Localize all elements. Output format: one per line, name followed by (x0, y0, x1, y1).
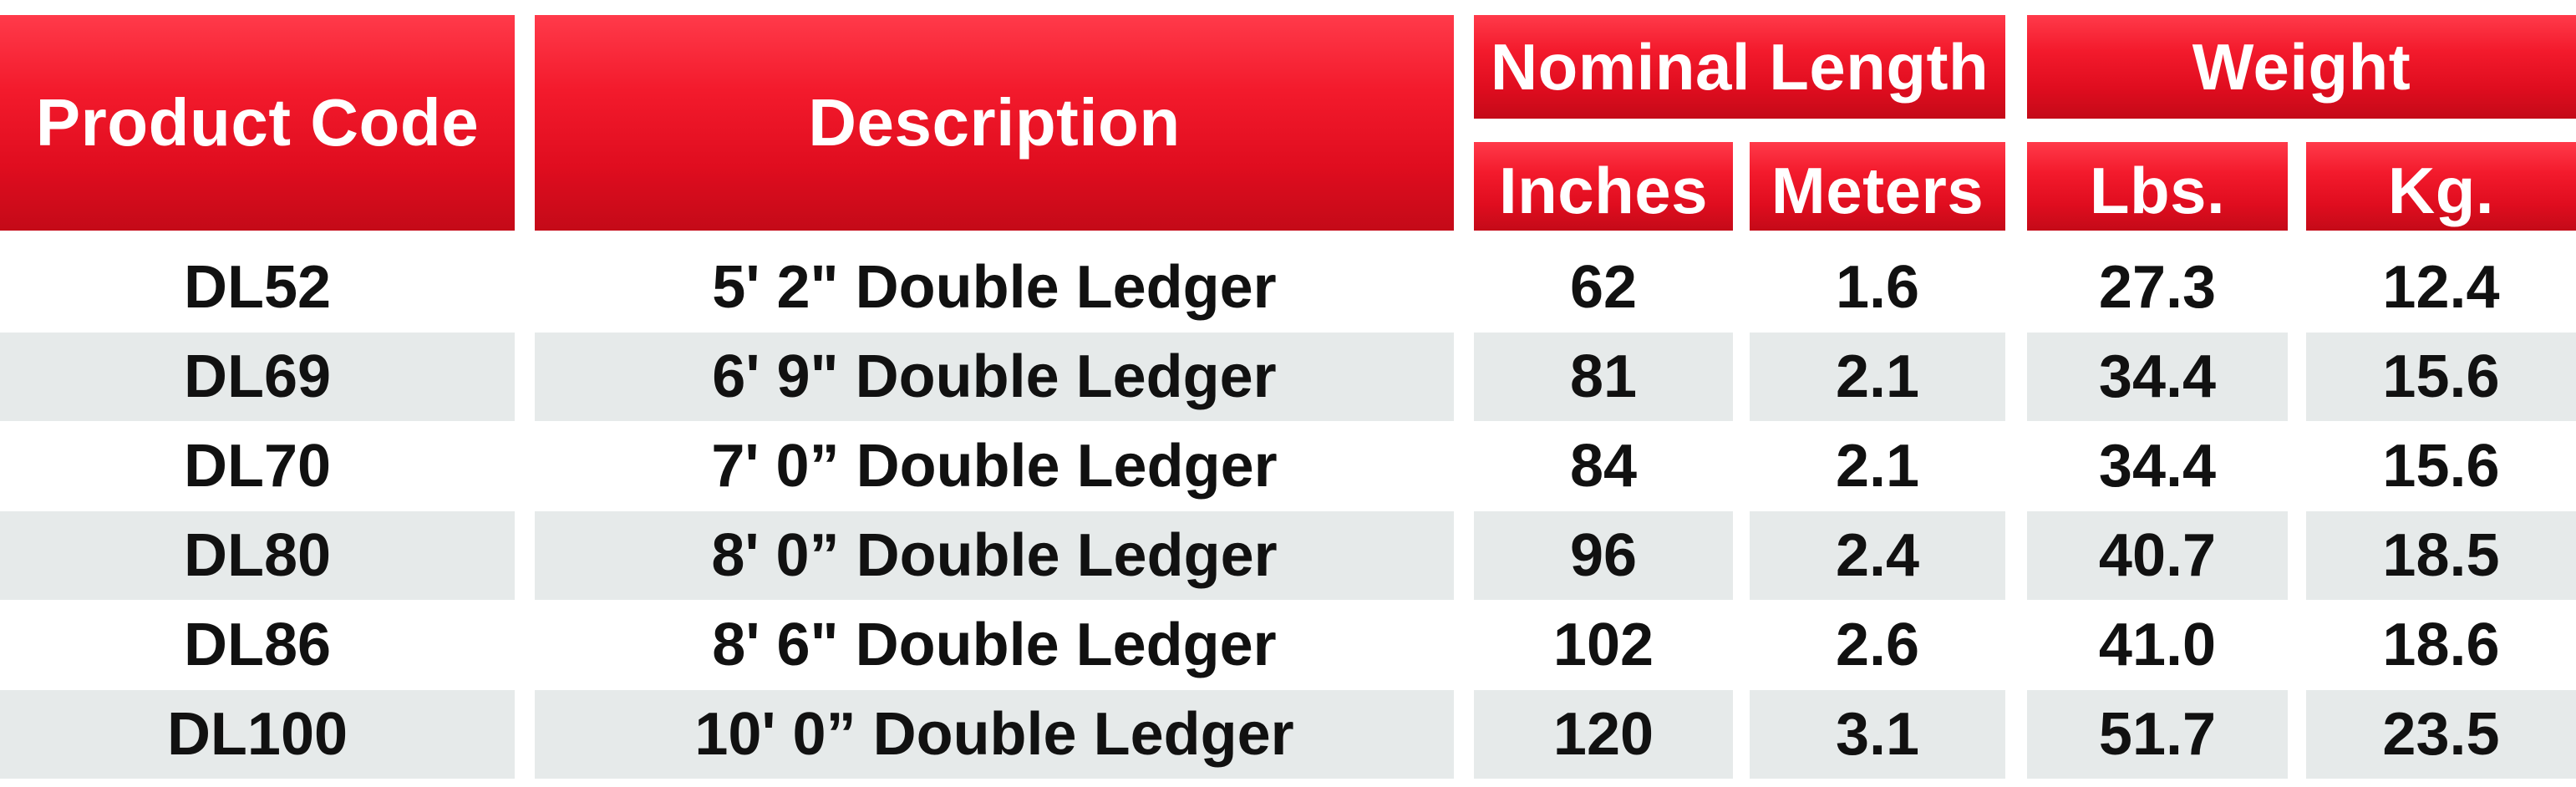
cell-inches: 102 (1552, 612, 1654, 678)
header-weight-label: Weight (2192, 29, 2411, 104)
cell-description: 10' 0” Double Ledger (535, 690, 1454, 779)
cell-description: 5' 2" Double Ledger (712, 254, 1277, 321)
cell-description: 6' 9" Double Ledger (535, 333, 1454, 421)
header-meters-label: Meters (1771, 153, 1984, 227)
header-lbs: Lbs. (2027, 142, 2288, 231)
header-product-code-label: Product Code (35, 85, 480, 160)
cell-kg: 15.6 (2382, 433, 2500, 500)
header-weight: Weight (2027, 15, 2576, 119)
cell-kg: 15.6 (2306, 333, 2576, 421)
cell-description: 7' 0” Double Ledger (711, 433, 1278, 500)
cell-meters: 1.6 (1835, 254, 1920, 321)
cell-meters: 2.4 (1750, 511, 2005, 600)
header-product-code: Product Code (0, 15, 515, 231)
cell-meters: 2.1 (1750, 333, 2005, 421)
cell-kg: 18.5 (2306, 511, 2576, 600)
cell-lbs: 40.7 (2027, 511, 2288, 600)
cell-kg: 12.4 (2382, 254, 2500, 321)
header-nominal-length-label: Nominal Length (1490, 29, 1989, 104)
header-description-label: Description (808, 85, 1181, 160)
cell-inches: 62 (1569, 254, 1638, 321)
cell-lbs: 34.4 (2098, 433, 2217, 500)
header-meters: Meters (1750, 142, 2005, 231)
cell-lbs: 34.4 (2027, 333, 2288, 421)
cell-inches: 81 (1474, 333, 1733, 421)
header-inches-label: Inches (1498, 153, 1709, 227)
cell-kg: 18.6 (2382, 612, 2500, 678)
cell-product-code: DL80 (0, 511, 515, 600)
cell-inches: 120 (1474, 690, 1733, 779)
cell-description: 8' 6" Double Ledger (712, 612, 1277, 678)
cell-product-code: DL86 (183, 612, 332, 678)
cell-inches: 84 (1569, 433, 1638, 500)
cell-product-code: DL69 (0, 333, 515, 421)
cell-product-code: DL70 (183, 433, 332, 500)
header-nominal-length: Nominal Length (1474, 15, 2005, 119)
cell-inches: 96 (1474, 511, 1733, 600)
cell-meters: 2.1 (1835, 433, 1920, 500)
cell-lbs: 27.3 (2098, 254, 2217, 321)
header-inches: Inches (1474, 142, 1733, 231)
header-kg-label: Kg. (2387, 153, 2495, 227)
header-kg: Kg. (2306, 142, 2576, 231)
cell-lbs: 51.7 (2027, 690, 2288, 779)
cell-kg: 23.5 (2306, 690, 2576, 779)
cell-meters: 2.6 (1835, 612, 1920, 678)
header-description: Description (535, 15, 1454, 231)
cell-lbs: 41.0 (2098, 612, 2217, 678)
cell-product-code: DL100 (0, 690, 515, 779)
header-lbs-label: Lbs. (2089, 153, 2226, 227)
cell-product-code: DL52 (183, 254, 332, 321)
cell-meters: 3.1 (1750, 690, 2005, 779)
cell-description: 8' 0” Double Ledger (535, 511, 1454, 600)
